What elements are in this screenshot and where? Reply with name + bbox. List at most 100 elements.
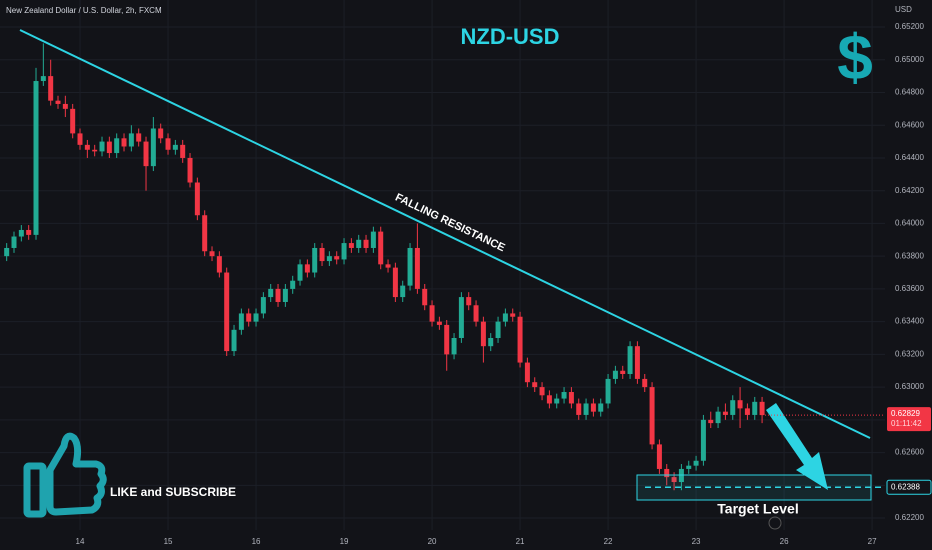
- candle-body: [378, 231, 384, 265]
- replay-icon: [768, 516, 782, 530]
- candle-body: [392, 267, 398, 298]
- candle-body: [708, 419, 714, 424]
- x-tick-label: 22: [604, 537, 613, 546]
- y-tick-label: 0.64200: [895, 186, 924, 195]
- candle-body: [348, 243, 354, 248]
- candle-body: [722, 411, 728, 415]
- candle-body: [26, 229, 32, 235]
- candle-body: [136, 133, 142, 142]
- candle-body: [620, 370, 626, 375]
- candle-body: [693, 460, 699, 466]
- candle-body: [84, 144, 90, 150]
- axis: 0.65200 0.65000 0.64800 0.64600 0.64400 0.642…: [76, 22, 932, 546]
- candle-body: [370, 231, 376, 248]
- target-label: Target Level: [717, 501, 798, 517]
- candle-body: [495, 321, 501, 339]
- candle-body: [253, 313, 259, 322]
- candle-body: [209, 251, 215, 257]
- x-tick-label: 23: [692, 537, 701, 546]
- candle-body: [605, 378, 611, 404]
- candle-body: [510, 313, 516, 317]
- dollar-icon: $: [837, 21, 873, 93]
- candle-body: [642, 378, 648, 388]
- x-tick-label: 14: [76, 537, 85, 546]
- candle-body: [70, 108, 76, 134]
- candle-body: [4, 247, 10, 257]
- candle-body: [422, 288, 428, 306]
- y-tick-label: 0.63600: [895, 284, 924, 293]
- countdown-label: 01:11:42: [891, 419, 922, 428]
- y-tick-label: 0.64000: [895, 219, 924, 228]
- x-tick-label: 27: [868, 537, 877, 546]
- y-tick-label: 0.63800: [895, 251, 924, 260]
- x-tick-label: 16: [252, 537, 261, 546]
- candle-body: [502, 313, 508, 322]
- y-tick-label: 0.64800: [895, 88, 924, 97]
- y-tick-label: 0.65200: [895, 22, 924, 31]
- y-axis-label: USD: [895, 5, 912, 14]
- candle-body: [671, 477, 677, 483]
- candle-body: [656, 444, 662, 469]
- candle-body: [356, 239, 362, 248]
- candle-body: [99, 141, 105, 152]
- candle-body: [180, 144, 186, 158]
- y-tick-label: 0.63000: [895, 382, 924, 391]
- candle-body: [165, 138, 171, 150]
- candle-body: [627, 346, 633, 375]
- candle-body: [106, 141, 112, 154]
- target-arrow: [766, 403, 828, 490]
- candle-body: [114, 138, 120, 154]
- candle-body: [759, 401, 765, 416]
- y-tick-label: 0.63200: [895, 349, 924, 358]
- candle-body: [700, 419, 706, 461]
- candle-body: [319, 247, 325, 262]
- candle-body: [612, 370, 618, 379]
- candle-body: [48, 76, 54, 101]
- x-tick-label: 21: [516, 537, 525, 546]
- candle-body: [444, 324, 450, 355]
- y-tick-label: 0.62600: [895, 448, 924, 457]
- candle-body: [664, 468, 670, 478]
- candle-body: [246, 313, 252, 322]
- candle-body: [744, 408, 750, 415]
- x-tick-label: 15: [164, 537, 173, 546]
- candle-body: [473, 305, 479, 322]
- candle-body: [326, 256, 332, 262]
- candle-body: [752, 401, 758, 415]
- candle-body: [737, 400, 743, 409]
- y-tick-label: 0.63400: [895, 317, 924, 326]
- candle-body: [334, 256, 340, 260]
- candle-body: [583, 403, 589, 415]
- x-tick-label: 26: [780, 537, 789, 546]
- candle-body: [143, 141, 149, 167]
- candle-body: [480, 321, 486, 347]
- candle-body: [40, 76, 46, 82]
- y-tick-label: 0.64600: [895, 120, 924, 129]
- candle-body: [128, 133, 134, 147]
- candle-body: [730, 400, 736, 415]
- last-price-label: 0.62829: [891, 409, 920, 418]
- x-tick-label: 19: [340, 537, 349, 546]
- candle-body: [466, 297, 472, 306]
- candle-body: [407, 247, 413, 286]
- candle-body: [290, 280, 296, 289]
- candle-body: [224, 272, 230, 352]
- candle-body: [121, 138, 127, 147]
- candle-body: [341, 243, 347, 260]
- candle-body: [634, 346, 640, 379]
- grid: [0, 0, 885, 530]
- thumbs-up-icon: [23, 432, 107, 518]
- candle-body: [297, 264, 303, 281]
- candle-body: [649, 387, 655, 445]
- candle-body: [458, 297, 464, 339]
- candle-body: [598, 403, 604, 412]
- candle-body: [517, 316, 523, 363]
- candle-body: [158, 128, 164, 139]
- candle-body: [11, 236, 17, 248]
- candle-body: [400, 285, 406, 298]
- candle-body: [429, 305, 435, 322]
- candle-body: [260, 297, 266, 314]
- last-price-box: [887, 407, 931, 432]
- candle-body: [715, 411, 721, 424]
